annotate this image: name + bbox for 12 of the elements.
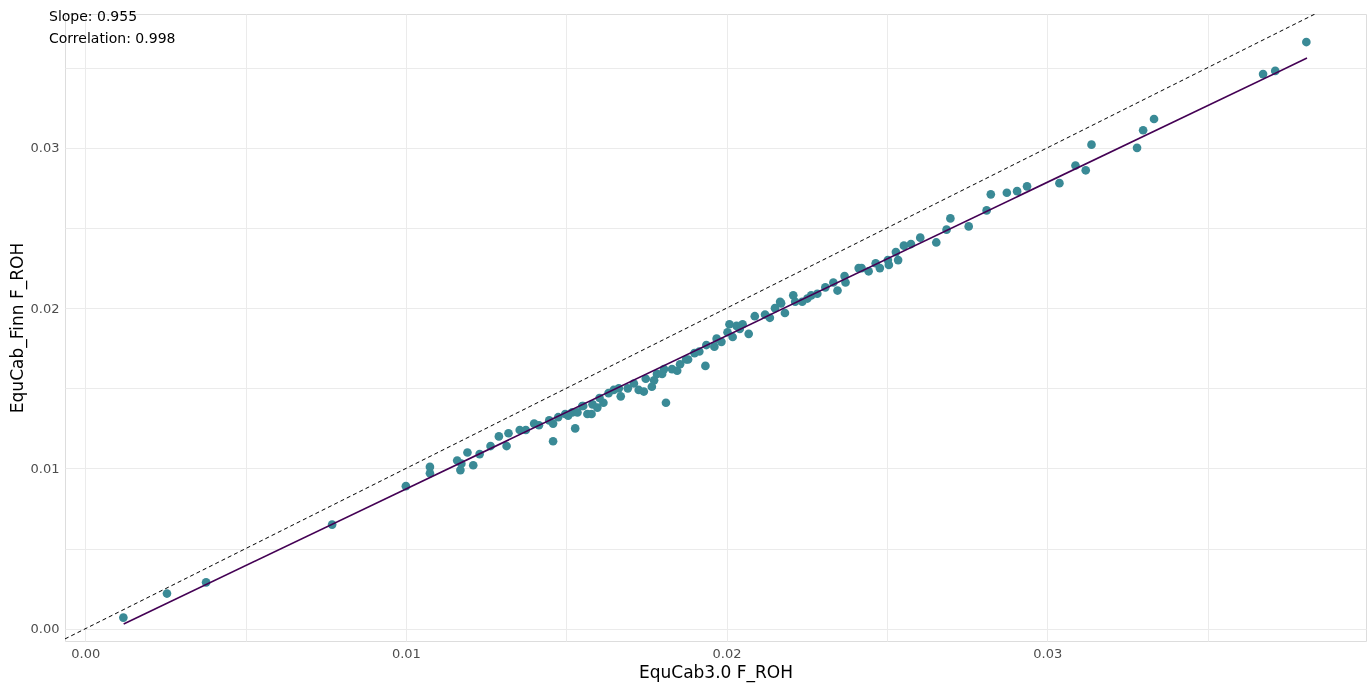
y-tick-label: 0.03 xyxy=(30,140,60,156)
y-tick-label: 0.01 xyxy=(30,461,60,476)
annotation: Correlation: 0.998 xyxy=(49,30,176,46)
y-tick-label: 0.02 xyxy=(30,300,60,316)
y-tick-label: 0.00 xyxy=(30,621,60,637)
x-tick-label: 0.00 xyxy=(71,645,101,661)
y-axis-title: EquCab_Finn F_ROH xyxy=(6,242,28,414)
x-tick-label: 0.03 xyxy=(1033,645,1063,661)
x-tick-label: 0.02 xyxy=(712,645,742,661)
x-tick-label: 0.01 xyxy=(391,645,421,661)
annotation: Slope: 0.955 xyxy=(49,8,138,24)
x-axis-title: EquCab3.0 F_ROH xyxy=(638,661,794,683)
